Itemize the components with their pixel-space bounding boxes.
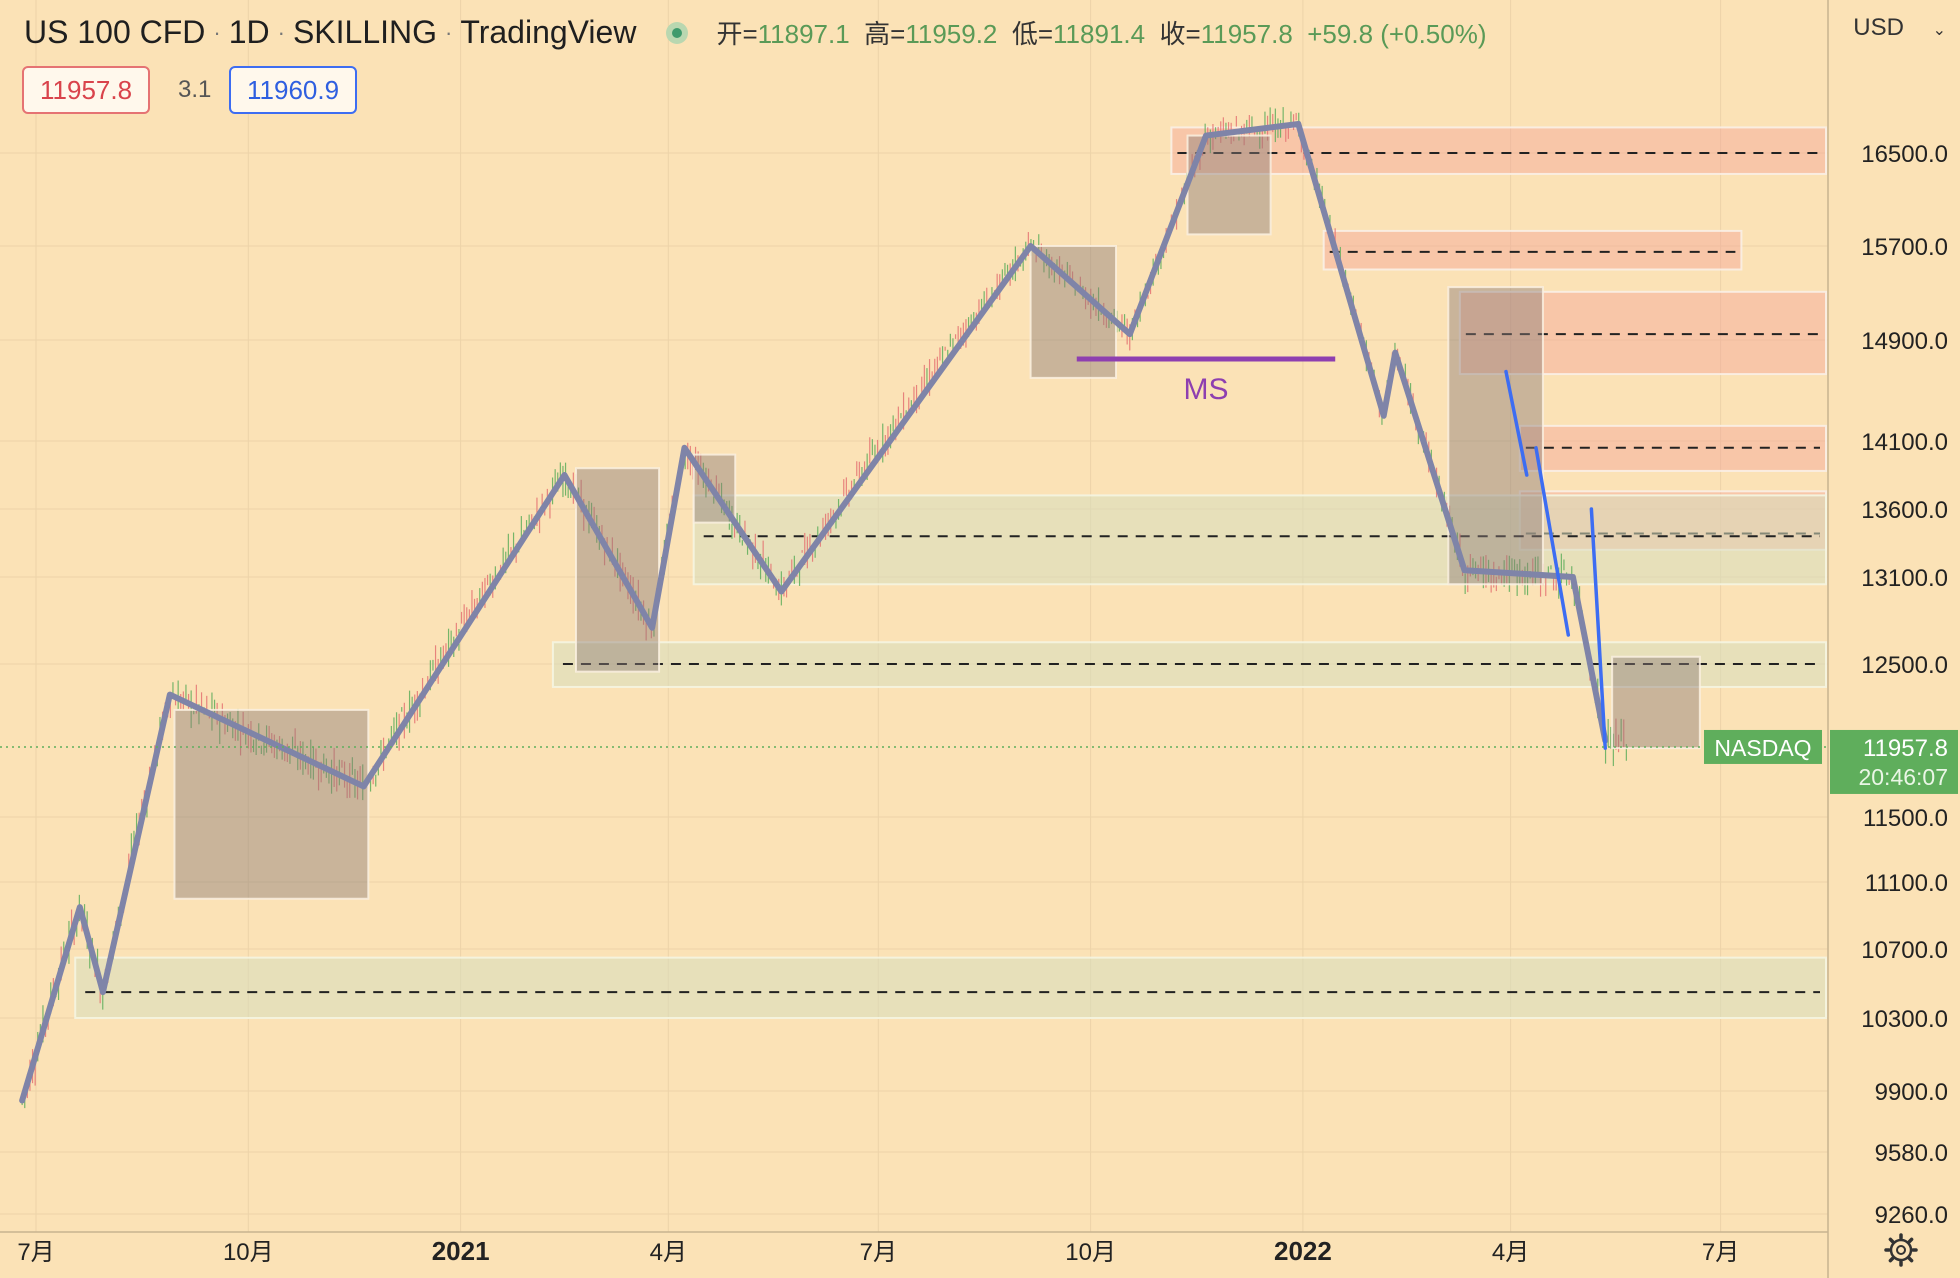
blue-trend-line: [1504, 369, 1529, 477]
time-tick-label: 4月: [650, 1239, 687, 1266]
price-tick-label: 12500.0: [1861, 652, 1948, 679]
market-status-icon[interactable]: [666, 21, 689, 44]
high-value: 11959.2: [905, 19, 998, 49]
range-box: [1447, 286, 1544, 586]
buy-price-button[interactable]: 11960.9: [229, 66, 358, 114]
price-tick-label: 10300.0: [1861, 1006, 1948, 1033]
time-tick-label: 2021: [432, 1236, 490, 1266]
price-tick-label: 9260.0: [1875, 1202, 1948, 1229]
time-tick-label: 10月: [223, 1239, 274, 1266]
price-tick-label: 11500.0: [1863, 805, 1948, 832]
demand-zone: [74, 956, 1828, 1019]
time-tick-label: 10月: [1065, 1239, 1116, 1266]
price-tick-label: 15700.0: [1861, 234, 1948, 261]
close-value: 11957.8: [1200, 19, 1293, 49]
supply-zone: [1458, 290, 1828, 376]
last-price-marker: NASDAQ 11957.820:46:07: [0, 729, 1958, 794]
trend-path: [19, 120, 1609, 1104]
range-box: [173, 708, 370, 900]
price-tick-label: 11100.0: [1865, 870, 1948, 897]
currency-selector[interactable]: USD ⌄: [1853, 14, 1946, 42]
blue-trend-line: [1534, 446, 1571, 637]
price-tick-label: 10700.0: [1861, 937, 1948, 964]
time-tick-label: 7月: [1702, 1239, 1739, 1266]
time-tick-label: 2022: [1274, 1236, 1332, 1266]
ohlc-values: 开=11897.1 高=11959.2 低=11891.4 收=11957.8 …: [716, 14, 1486, 51]
author-name: SKILLING: [292, 14, 438, 50]
grid-lines: [0, 0, 1828, 1232]
price-tick-label: 14900.0: [1861, 328, 1948, 355]
supply-zone: [1322, 229, 1743, 271]
open-value: 11897.1: [757, 19, 850, 49]
time-tick-label: 7月: [17, 1239, 54, 1266]
ms-label: MS: [1184, 373, 1229, 406]
chart-header: US 100 CFD · 1D · SKILLING · TradingView…: [24, 14, 1487, 51]
price-tick-label: 13100.0: [1861, 565, 1948, 592]
symbol-name[interactable]: US 100 CFD: [24, 14, 206, 50]
close-label: 收=: [1159, 19, 1201, 49]
low-value: 11891.4: [1053, 19, 1146, 49]
bar-countdown: 20:46:07: [1858, 764, 1948, 790]
currency-label: USD: [1853, 14, 1904, 41]
time-tick-label: 7月: [860, 1239, 897, 1266]
nasdaq-tag: [1704, 729, 1822, 764]
last-price-value: 11957.8: [1863, 735, 1948, 762]
price-tick-label: 9580.0: [1875, 1140, 1948, 1167]
nasdaq-label: NASDAQ: [1714, 735, 1811, 761]
range-box: [1611, 655, 1701, 750]
range-boxes-layer: [173, 134, 1701, 900]
open-label: 开=: [716, 19, 758, 49]
price-tick-label: 16500.0: [1861, 141, 1948, 168]
high-label: 高=: [864, 19, 906, 49]
zones-layer: [74, 126, 1828, 1019]
price-tick-label: 13600.0: [1861, 497, 1948, 524]
last-price-tag: [1830, 729, 1958, 794]
spread-value: 3.1: [178, 76, 212, 103]
low-label: 低=: [1011, 19, 1054, 49]
price-tick-label: 9900.0: [1875, 1079, 1948, 1106]
change-value: +59.8 (+0.50%): [1307, 19, 1487, 49]
settings-gear-icon[interactable]: [1884, 1233, 1918, 1267]
price-axis[interactable]: 16500.0 15700.0 14900.0 14100.0 13600.0 13100…: [1861, 141, 1948, 1229]
time-axis[interactable]: 7月 10月 2021 4月 7月 10月 2022 4月 7月: [17, 1236, 1739, 1266]
ms-layer: MS: [1076, 356, 1336, 406]
platform-name: TradingView: [460, 14, 637, 50]
price-tick-label: 14100.0: [1861, 429, 1948, 456]
chevron-down-icon: ⌄: [1932, 22, 1946, 39]
sell-price-button[interactable]: 11957.8: [22, 66, 151, 114]
time-tick-label: 4月: [1492, 1239, 1529, 1266]
demand-zone: [692, 494, 1828, 586]
trend-lines-layer: [19, 120, 1609, 1104]
interval[interactable]: 1D: [228, 14, 270, 50]
blue-trend-line: [1589, 507, 1607, 750]
